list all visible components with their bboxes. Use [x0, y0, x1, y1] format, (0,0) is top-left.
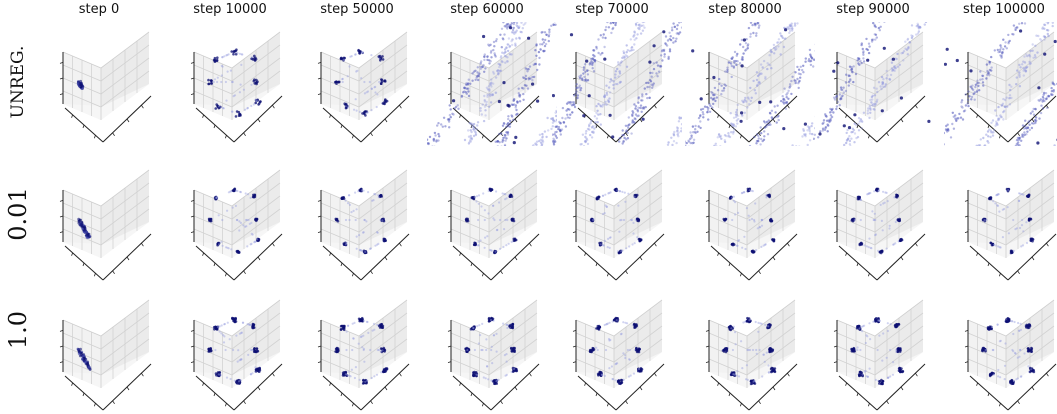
row-label-0: UNREG.: [8, 46, 28, 119]
axes-box: [318, 300, 409, 410]
axes-box: [834, 32, 925, 142]
axes-box: [965, 300, 1056, 410]
axes-box: [318, 170, 409, 280]
axes-box: [573, 170, 664, 280]
column-title-5: step 80000: [708, 2, 782, 17]
axes-box: [318, 32, 409, 142]
axes-box: [448, 300, 539, 410]
panel-r1-c5: [685, 160, 815, 284]
panel-r0-c5: [685, 22, 815, 146]
column-title-4: step 70000: [575, 2, 649, 17]
panel-r0-c1: [170, 22, 300, 146]
panel-r1-c3: [427, 160, 557, 284]
axes-box: [965, 170, 1056, 280]
panel-r2-c3: [427, 290, 557, 414]
panel-r0-c0: [39, 22, 169, 146]
panel-r0-c2: [297, 22, 427, 146]
axes-box: [60, 170, 151, 280]
panel-r2-c6: [813, 290, 943, 414]
axes-box: [706, 170, 797, 280]
column-title-3: step 60000: [450, 2, 524, 17]
axes-box: [834, 170, 925, 280]
panel-r2-c2: [297, 290, 427, 414]
axes-box: [834, 300, 925, 410]
axes-box: [60, 32, 151, 142]
column-title-1: step 10000: [193, 2, 267, 17]
scatter-points: [427, 22, 557, 146]
column-title-0: step 0: [79, 2, 120, 17]
panel-r2-c4: [552, 290, 682, 414]
axes-box: [448, 170, 539, 280]
axes-box: [448, 32, 539, 142]
axes-box: [706, 300, 797, 410]
panel-r0-c4: [552, 22, 682, 146]
axes-box: [60, 300, 151, 410]
scatter-points: [552, 22, 682, 146]
panel-r2-c7: [944, 290, 1057, 414]
axes-box: [573, 300, 664, 410]
row-label-1: 0.01: [4, 187, 32, 240]
panel-r2-c0: [39, 290, 169, 414]
panel-r1-c2: [297, 160, 427, 284]
column-title-7: step 100000: [963, 2, 1045, 17]
panel-r1-c7: [944, 160, 1057, 284]
row-label-2: 1.0: [4, 311, 32, 349]
panel-r0-c3: [427, 22, 557, 146]
column-title-2: step 50000: [320, 2, 394, 17]
panel-r1-c4: [552, 160, 682, 284]
axes-box: [191, 300, 282, 410]
axes-box: [191, 170, 282, 280]
axes-box: [706, 32, 797, 142]
panel-r0-c6: [813, 22, 943, 146]
panel-r2-c5: [685, 290, 815, 414]
panel-r1-c6: [813, 160, 943, 284]
column-title-6: step 90000: [836, 2, 910, 17]
figure-grid: step 0 step 10000 step 50000 step 60000 step…: [0, 0, 1057, 383]
panel-r0-c7: [944, 22, 1057, 146]
panel-r1-c0: [39, 160, 169, 284]
panel-r1-c1: [170, 160, 300, 284]
panel-r2-c1: [170, 290, 300, 414]
